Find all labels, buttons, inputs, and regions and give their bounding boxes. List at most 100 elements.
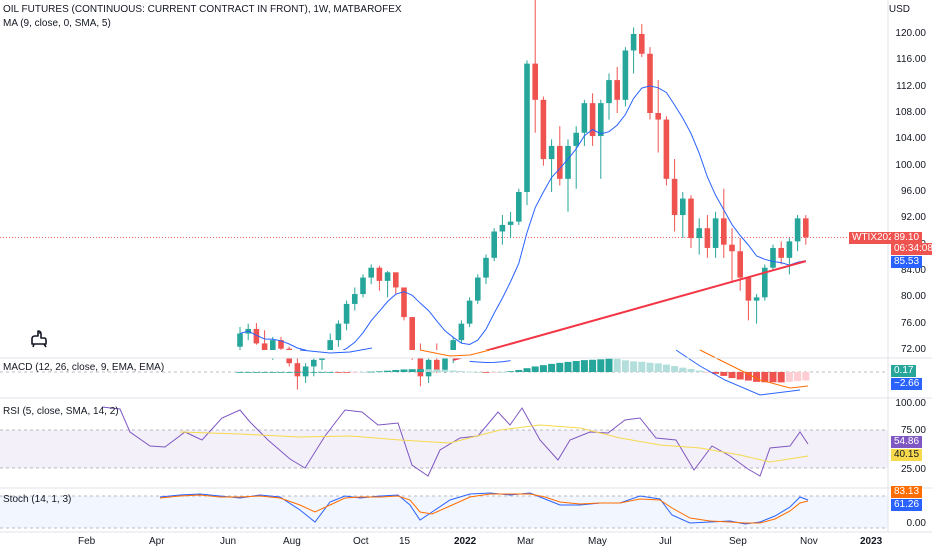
- candle-body: [384, 272, 391, 281]
- macd-histogram-bar: [375, 371, 383, 373]
- macd-histogram-bar: [474, 371, 482, 373]
- candle-body: [663, 119, 670, 179]
- candle-body: [507, 221, 514, 225]
- macd-histogram-bar: [293, 372, 301, 373]
- price-tick-label: 112.00: [896, 80, 926, 92]
- candle-body: [639, 34, 645, 54]
- time-axis-label: Aug: [283, 536, 301, 547]
- candle-body: [745, 277, 752, 301]
- rsi-value-badge: 54.86: [891, 436, 923, 448]
- stoch-indicator-label[interactable]: Stoch (14, 1, 3): [3, 494, 72, 505]
- candle-body: [524, 63, 530, 192]
- macd-histogram-bar: [449, 370, 457, 372]
- macd-histogram-bar: [302, 372, 310, 373]
- macd-signal-early: [419, 349, 491, 357]
- ma-indicator-label[interactable]: MA (9, close, 0, SMA, 5): [3, 18, 111, 29]
- macd-histogram-bar: [753, 372, 761, 382]
- macd-histogram-bar: [654, 363, 662, 372]
- macd-histogram-bar: [285, 372, 293, 373]
- candle-body: [294, 363, 301, 377]
- candle-body: [721, 218, 727, 245]
- macd-histogram-bar: [490, 372, 498, 373]
- time-axis-label: May: [588, 536, 607, 547]
- price-tick-label: 76.00: [900, 317, 926, 329]
- macd-histogram-bar: [236, 372, 244, 373]
- macd-histogram-bar: [613, 358, 621, 372]
- macd-signal-badge: −2.66: [891, 378, 923, 390]
- rsi-ma-value-badge: 40.15: [891, 449, 923, 461]
- macd-histogram-bar: [433, 369, 441, 372]
- time-axis-label: Apr: [149, 536, 165, 547]
- macd-histogram-bar: [777, 372, 785, 383]
- candle-body: [335, 323, 342, 341]
- candle-body: [655, 113, 661, 120]
- macd-histogram-bar: [687, 369, 695, 372]
- candle-body: [475, 277, 481, 301]
- ma-value-badge: 85.53: [891, 256, 923, 268]
- macd-histogram-bar: [580, 360, 588, 372]
- rsi-tick-75: 75.00: [900, 425, 926, 436]
- candle-body: [352, 294, 358, 304]
- candle-body: [712, 218, 719, 248]
- macd-histogram-bar: [630, 361, 638, 372]
- macd-histogram-bar: [482, 372, 490, 373]
- macd-histogram-bar: [498, 371, 506, 373]
- candle-body: [499, 224, 506, 232]
- candle-body: [270, 340, 276, 350]
- candle-body: [598, 103, 604, 137]
- macd-histogram-bar: [671, 366, 679, 372]
- macd-histogram-bar: [556, 362, 564, 372]
- macd-histogram-bar: [621, 360, 629, 372]
- time-axis-label: 15: [399, 536, 411, 547]
- symbol-badge: WTIX2022: [849, 232, 903, 244]
- pane-separators[interactable]: [0, 0, 932, 533]
- macd-histogram-bar: [507, 371, 515, 372]
- rsi-tick-100: 100.00: [895, 398, 926, 409]
- trend-line: [452, 260, 807, 361]
- candle-body: [491, 231, 497, 258]
- macd-histogram-bar: [531, 366, 539, 372]
- macd-histogram-bar: [318, 372, 326, 373]
- time-axis-label: Jun: [220, 536, 237, 547]
- macd-indicator-label[interactable]: MACD (12, 26, close, 9, EMA, EMA): [3, 362, 165, 373]
- macd-histogram-bar: [728, 372, 736, 379]
- macd-histogram-bar: [261, 372, 269, 373]
- candle-body: [778, 247, 784, 258]
- macd-histogram-bar: [408, 369, 416, 372]
- time-axis-label: Oct: [353, 536, 369, 547]
- candle-body: [368, 267, 374, 278]
- candle-body: [311, 359, 317, 367]
- candle-body: [671, 178, 678, 216]
- candle-body: [753, 297, 760, 301]
- macd-histogram-bar: [662, 364, 670, 372]
- macd-histogram-bar: [802, 372, 810, 381]
- macd-histogram-bar: [679, 367, 687, 372]
- macd-line: [469, 360, 511, 364]
- candle-body: [532, 63, 538, 100]
- candle-body: [540, 99, 547, 160]
- macd-histogram-bar: [769, 372, 777, 383]
- macd-histogram-bar: [392, 369, 400, 372]
- candle-body: [794, 218, 801, 242]
- currency-label: USD: [888, 4, 910, 15]
- candle-body: [589, 103, 596, 137]
- macd-value-badge: 0.17: [891, 365, 917, 377]
- stoch-tick-0: 0.00: [906, 518, 926, 529]
- candle-body: [704, 228, 711, 248]
- macd-histogram-bar: [400, 369, 408, 372]
- price-pane: [0, 0, 888, 390]
- candle-body: [737, 251, 743, 278]
- rsi-pane: [0, 406, 888, 477]
- macd-histogram-bar: [334, 372, 342, 373]
- macd-histogram-bar: [761, 372, 769, 383]
- time-axis-label: 2023: [860, 536, 883, 547]
- macd-histogram-bar: [605, 358, 613, 372]
- candle-body: [573, 132, 579, 146]
- tradingview-logo-icon[interactable]: [28, 328, 50, 348]
- rsi-indicator-label[interactable]: RSI (5, close, SMA, 14, 2): [3, 406, 119, 417]
- candle-body: [425, 359, 432, 377]
- macd-histogram-bar: [367, 371, 375, 373]
- macd-histogram-bar: [351, 372, 359, 373]
- macd-histogram-bar: [515, 370, 523, 372]
